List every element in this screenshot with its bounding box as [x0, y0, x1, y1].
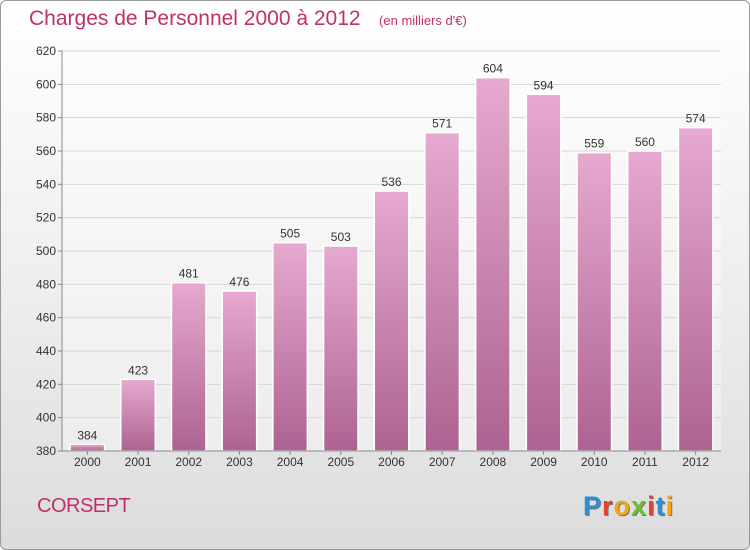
- chart-unit: (en milliers d'€): [379, 13, 467, 28]
- bar: [69, 443, 106, 452]
- y-tick-label: 420: [36, 377, 56, 391]
- y-tick-label: 500: [36, 244, 56, 258]
- bar: [424, 131, 461, 452]
- logo-letter: i: [665, 491, 675, 521]
- bar: [322, 245, 359, 452]
- x-tick-label: 2008: [480, 455, 507, 469]
- data-label: 423: [128, 363, 148, 377]
- bar: [373, 190, 410, 452]
- y-tick-label: 520: [36, 211, 56, 225]
- y-tick-label: 480: [36, 277, 56, 291]
- data-label: 559: [584, 137, 604, 151]
- y-tick-label: 540: [36, 177, 56, 191]
- bar: [626, 150, 663, 452]
- x-tick-label: 2000: [74, 455, 101, 469]
- y-tick-label: 440: [36, 344, 56, 358]
- logo-letter: r: [602, 491, 614, 521]
- bars: 384 423 481 476 505 503 536 571 604 594 559 560 574: [69, 62, 714, 452]
- data-label: 384: [77, 428, 97, 442]
- bar: [525, 93, 562, 452]
- x-tick-label: 2003: [226, 455, 253, 469]
- y-tick-label: 560: [36, 144, 56, 158]
- x-tick-label: 2006: [378, 455, 405, 469]
- x-tick-label: 2005: [327, 455, 354, 469]
- bar: [221, 290, 258, 452]
- commune-name: CORSEPT: [37, 495, 131, 517]
- chart-title: Charges de Personnel 2000 à 2012: [29, 7, 361, 30]
- title-row: Charges de Personnel 2000 à 2012 (en mil…: [29, 7, 467, 31]
- bar: [272, 241, 309, 452]
- bar: [170, 281, 207, 452]
- x-tick-label: 2009: [530, 455, 557, 469]
- proxiti-logo: Proxiti: [583, 491, 674, 522]
- y-tick-label: 380: [36, 444, 56, 458]
- y-tick-label: 620: [36, 44, 56, 58]
- x-tick-label: 2007: [429, 455, 456, 469]
- data-label: 503: [331, 230, 351, 244]
- logo-letter: x: [631, 491, 648, 521]
- y-tick-label: 580: [36, 111, 56, 125]
- data-label: 574: [686, 112, 706, 126]
- logo-letter: P: [583, 491, 603, 521]
- x-tick-label: 2010: [581, 455, 608, 469]
- data-label: 536: [381, 175, 401, 189]
- x-tick-label: 2001: [125, 455, 152, 469]
- bar: [120, 378, 157, 452]
- x-tick-label: 2002: [175, 455, 202, 469]
- data-label: 604: [483, 62, 503, 76]
- data-label: 594: [534, 78, 554, 92]
- data-label: 505: [280, 227, 300, 241]
- logo-letter: i: [647, 491, 656, 521]
- logo-letter: o: [613, 491, 632, 521]
- x-tick-label: 2011: [632, 455, 658, 469]
- data-label: 571: [432, 117, 452, 131]
- x-tick-label: 2004: [277, 455, 304, 469]
- y-tick-label: 600: [36, 77, 56, 91]
- data-label: 476: [229, 275, 249, 289]
- data-label: 481: [179, 267, 199, 281]
- bar: [474, 76, 511, 452]
- bar: [677, 126, 714, 452]
- axes: 380 400 420 440 460 480 500 520 540 560 580 600 620 2…: [36, 44, 721, 469]
- logo-letter: t: [655, 491, 666, 521]
- x-tick-label: 2012: [682, 455, 709, 469]
- y-tick-label: 400: [36, 411, 56, 425]
- y-tick-label: 460: [36, 311, 56, 325]
- bar: [576, 151, 613, 452]
- data-label: 560: [635, 135, 655, 149]
